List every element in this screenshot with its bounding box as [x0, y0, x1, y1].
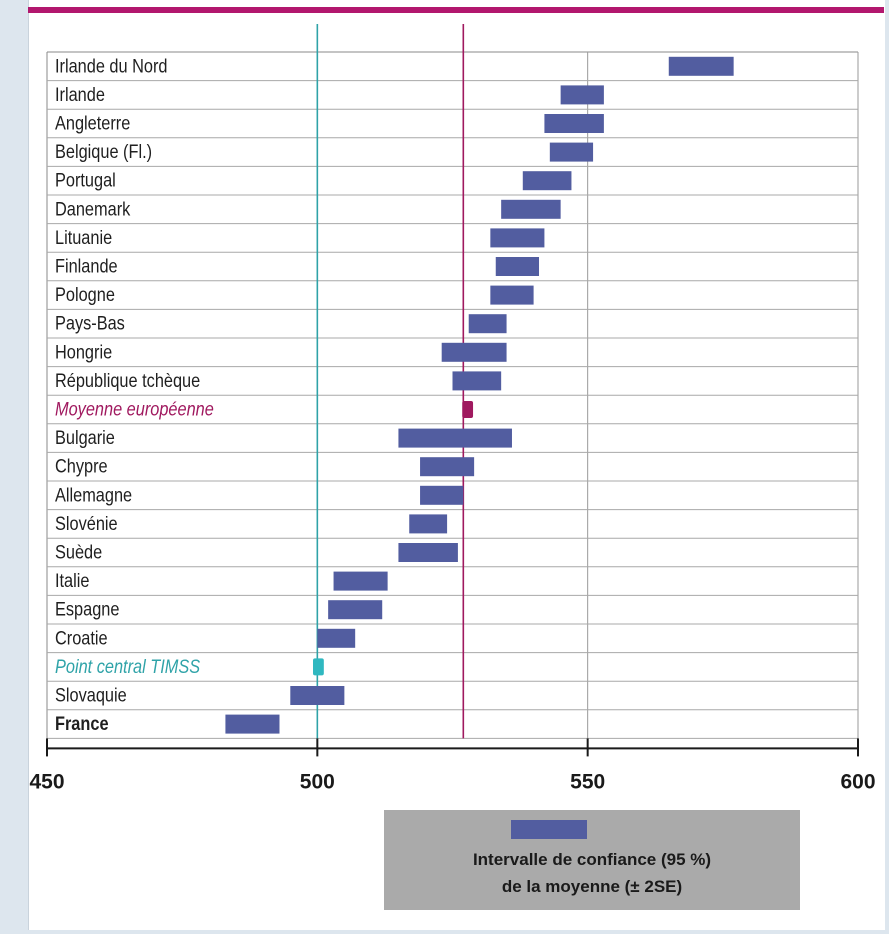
row-label: Point central TIMSS: [55, 656, 200, 677]
row-label: Belgique (Fl.): [55, 141, 152, 162]
x-axis: 450 500 550 600: [29, 738, 876, 793]
row-label: Lituanie: [55, 227, 112, 248]
interval-bar: [398, 543, 458, 562]
interval-bar: [420, 485, 464, 505]
x-tick-label: 500: [300, 770, 335, 793]
interval-bar: [490, 285, 534, 305]
x-tick-label: 450: [29, 770, 64, 793]
row-label: Pologne: [55, 284, 115, 305]
row-label: Bulgarie: [55, 427, 115, 448]
row-label: Slovaquie: [55, 684, 127, 705]
interval-bar: [441, 342, 507, 362]
legend-line-1: Intervalle de confiance (95 %): [472, 850, 712, 869]
interval-bar: [468, 314, 507, 334]
legend: Intervalle de confiance (95 %) de la moy…: [384, 810, 800, 910]
interval-bar: [522, 171, 572, 191]
interval-bar: [544, 114, 604, 133]
interval-bar: [333, 571, 388, 591]
row-label: Portugal: [55, 170, 116, 191]
row-label: Angleterre: [55, 112, 130, 133]
row-label: Suède: [55, 541, 102, 562]
row-label: Croatie: [55, 627, 108, 648]
legend-text: Intervalle de confiance (95 %) de la moy…: [384, 846, 800, 900]
accent-bar: [28, 7, 884, 13]
interval-bar: [225, 714, 280, 734]
interval-bar: [398, 428, 512, 448]
interval-bar: [668, 56, 734, 76]
interval-bar: [328, 600, 383, 620]
interval-bar: [317, 628, 356, 648]
x-tick-label: 550: [570, 770, 605, 793]
row-label: France: [55, 713, 109, 734]
interval-bars: [225, 56, 734, 734]
interval-bar: [462, 401, 474, 418]
row-label: Irlande du Nord: [55, 55, 168, 76]
row-label: Finlande: [55, 255, 118, 276]
legend-swatch: [511, 820, 587, 839]
interval-bar: [409, 514, 448, 534]
interval-bar: [560, 85, 604, 105]
row-label: Hongrie: [55, 341, 112, 362]
interval-bar: [490, 228, 545, 248]
interval-bar: [290, 686, 345, 705]
row-label: Moyenne européenne: [55, 398, 214, 419]
row-lines: [47, 80, 858, 739]
row-label: Irlande: [55, 84, 105, 105]
x-tick-label: 600: [840, 770, 875, 793]
row-label: Allemagne: [55, 484, 132, 505]
row-label: Italie: [55, 570, 90, 591]
row-label: République tchèque: [55, 370, 200, 391]
interval-bar: [452, 371, 502, 391]
legend-line-2: de la moyenne (± 2SE): [501, 877, 683, 896]
interval-bar: [549, 142, 594, 162]
interval-bar: [420, 457, 475, 477]
row-label: Slovénie: [55, 513, 118, 534]
interval-bar: [501, 199, 561, 219]
row-label: Danemark: [55, 198, 130, 219]
row-labels: Irlande du Nord Irlande Angleterre Belgique…: [55, 55, 214, 734]
row-label: Espagne: [55, 599, 120, 620]
interval-bar: [313, 658, 324, 676]
row-label: Pays-Bas: [55, 313, 125, 334]
interval-bar: [495, 257, 540, 276]
row-label: Chypre: [55, 456, 108, 477]
